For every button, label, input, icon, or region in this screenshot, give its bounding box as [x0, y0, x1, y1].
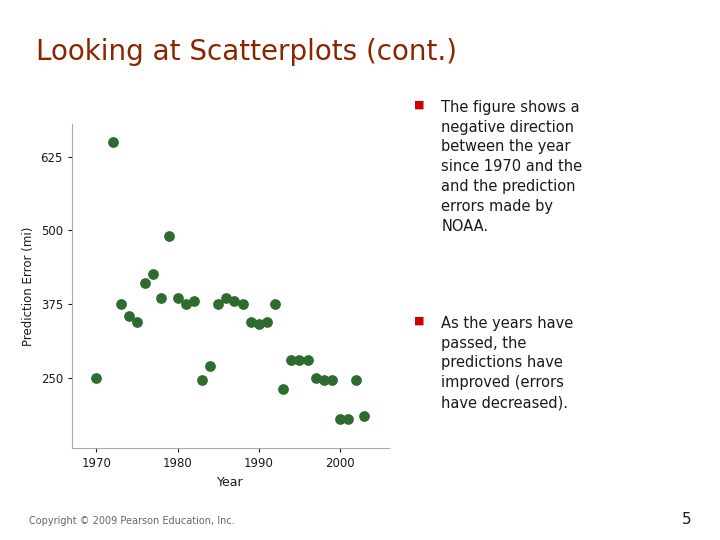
Point [140, 279, 151, 288]
Point [310, 373, 321, 382]
Point [107, 138, 118, 146]
X-axis label: Year: Year [217, 476, 243, 489]
Point [245, 317, 256, 326]
Text: ■: ■ [414, 100, 425, 110]
Point [172, 294, 184, 302]
Point [115, 300, 127, 308]
Text: The figure shows a
negative direction
between the year
since 1970 and the
and th: The figure shows a negative direction be… [441, 100, 582, 234]
Point [277, 385, 289, 394]
Point [343, 414, 354, 423]
Point [156, 294, 167, 302]
Y-axis label: Prediction Error (mi): Prediction Error (mi) [22, 226, 35, 346]
Point [359, 411, 370, 420]
Text: ■: ■ [414, 316, 425, 326]
Point [197, 376, 208, 385]
Point [204, 361, 216, 370]
Point [91, 373, 102, 382]
Point [163, 232, 175, 240]
Point [148, 270, 159, 279]
Point [188, 296, 199, 305]
Point [302, 355, 313, 364]
Text: As the years have
passed, the
predictions have
improved (errors
have decreased).: As the years have passed, the prediction… [441, 316, 574, 410]
Point [269, 300, 281, 308]
Point [294, 355, 305, 364]
Point [237, 300, 248, 308]
Point [180, 300, 192, 308]
Point [286, 355, 297, 364]
Point [123, 312, 135, 320]
Point [212, 300, 224, 308]
Point [326, 376, 338, 385]
Point [229, 296, 240, 305]
Point [261, 317, 273, 326]
Point [318, 376, 330, 385]
Point [131, 317, 143, 326]
Text: 5: 5 [682, 511, 691, 526]
Point [351, 376, 362, 385]
Text: Copyright © 2009 Pearson Education, Inc.: Copyright © 2009 Pearson Education, Inc. [29, 516, 235, 526]
Point [334, 414, 346, 423]
Text: Looking at Scatterplots (cont.): Looking at Scatterplots (cont.) [36, 38, 457, 66]
Point [253, 320, 264, 329]
Point [220, 294, 232, 302]
